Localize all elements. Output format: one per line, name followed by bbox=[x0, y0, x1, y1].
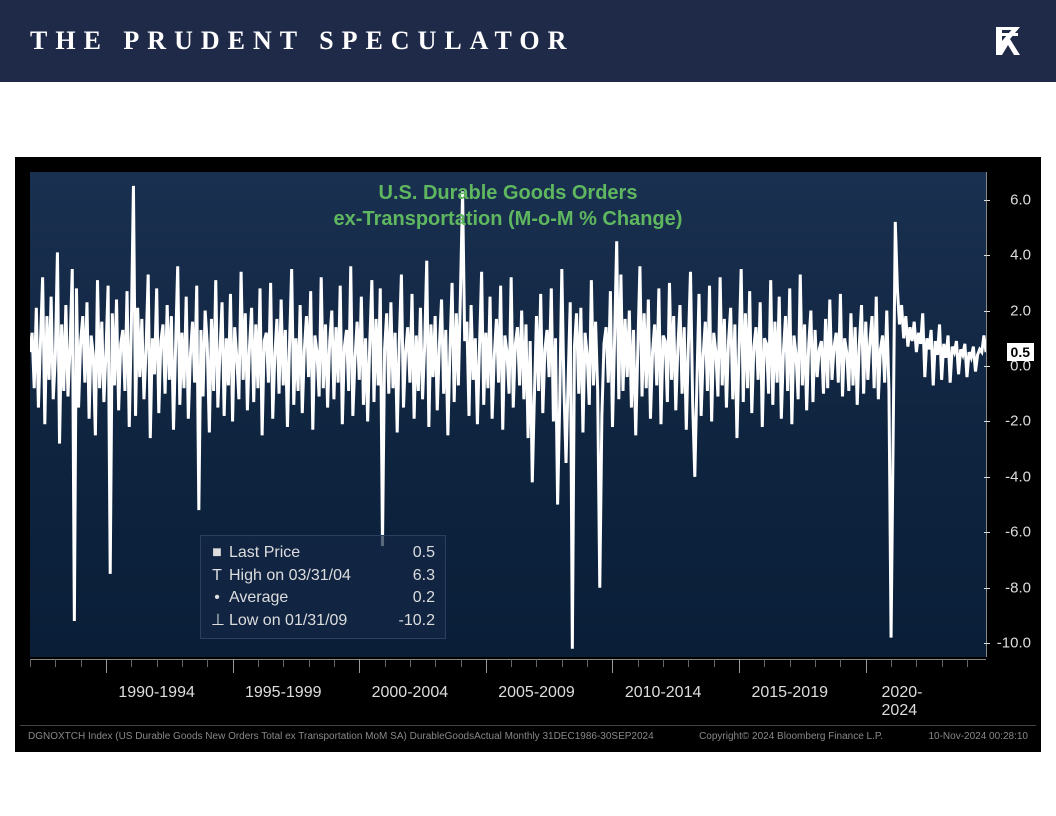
legend-row: ■ Last Price 0.5 bbox=[211, 542, 435, 564]
y-tick-label: 6.0 bbox=[1010, 191, 1031, 208]
legend-value: 0.2 bbox=[395, 587, 435, 609]
chart-container: U.S. Durable Goods Orders ex-Transportat… bbox=[15, 157, 1041, 752]
brand-title: THE PRUDENT SPECULATOR bbox=[30, 26, 574, 56]
x-group-label: 2010-2014 bbox=[625, 684, 702, 702]
line-series bbox=[30, 172, 986, 657]
chart-panel: U.S. Durable Goods Orders ex-Transportat… bbox=[20, 162, 1036, 747]
legend-value: 6.3 bbox=[395, 565, 435, 587]
chart-title: U.S. Durable Goods Orders ex-Transportat… bbox=[30, 180, 986, 232]
spacer bbox=[0, 82, 1056, 157]
y-axis: 6.04.02.00.0-2.0-4.0-6.0-8.0-10.00.5 bbox=[986, 172, 1036, 657]
chart-title-line2: ex-Transportation (M-o-M % Change) bbox=[334, 208, 683, 230]
legend-marker: ⊥ bbox=[211, 610, 223, 632]
y-tick-label: 4.0 bbox=[1010, 247, 1031, 264]
footer-left: DGNOXTCH Index (US Durable Goods New Ord… bbox=[28, 731, 654, 742]
legend-value: -10.2 bbox=[395, 610, 435, 632]
legend-box: ■ Last Price 0.5 T High on 03/31/04 6.3 • Avera… bbox=[200, 535, 446, 639]
y-tick-label: -6.0 bbox=[1005, 524, 1031, 541]
legend-value: 0.5 bbox=[395, 542, 435, 564]
legend-row: ⊥ Low on 01/31/09 -10.2 bbox=[211, 610, 435, 632]
x-group-label: 2000-2004 bbox=[372, 684, 449, 702]
chart-footer: DGNOXTCH Index (US Durable Goods New Ord… bbox=[20, 725, 1036, 747]
brand-logo-icon bbox=[990, 23, 1026, 59]
legend-marker: T bbox=[211, 565, 223, 587]
y-tick-label: -8.0 bbox=[1005, 579, 1031, 596]
y-tick-label: 2.0 bbox=[1010, 302, 1031, 319]
x-group-label: 2005-2009 bbox=[498, 684, 575, 702]
x-group-label: 2015-2019 bbox=[751, 684, 828, 702]
chart-title-line1: U.S. Durable Goods Orders bbox=[379, 182, 638, 204]
x-group-label: 1990-1994 bbox=[118, 684, 195, 702]
legend-marker: ■ bbox=[211, 542, 223, 564]
legend-label: Last Price bbox=[229, 542, 389, 564]
y-tick-label: -2.0 bbox=[1005, 413, 1031, 430]
plot-area: U.S. Durable Goods Orders ex-Transportat… bbox=[30, 172, 986, 657]
page-header: THE PRUDENT SPECULATOR bbox=[0, 0, 1056, 82]
footer-right: 10-Nov-2024 00:28:10 bbox=[928, 731, 1028, 742]
legend-marker: • bbox=[211, 587, 223, 609]
legend-label: High on 03/31/04 bbox=[229, 565, 389, 587]
y-tick-label: -4.0 bbox=[1005, 468, 1031, 485]
legend-label: Average bbox=[229, 587, 389, 609]
current-value-badge: 0.5 bbox=[1007, 343, 1034, 361]
legend-row: T High on 03/31/04 6.3 bbox=[211, 565, 435, 587]
legend-label: Low on 01/31/09 bbox=[229, 610, 389, 632]
y-tick-label: -10.0 bbox=[997, 635, 1031, 652]
footer-center: Copyright© 2024 Bloomberg Finance L.P. bbox=[699, 731, 883, 742]
x-axis: 1990-1994 1995-1999 2000-2004 2005-2009 2010… bbox=[30, 659, 986, 709]
x-group-label: 1995-1999 bbox=[245, 684, 322, 702]
legend-row: • Average 0.2 bbox=[211, 587, 435, 609]
x-group-label: 2020-2024 bbox=[882, 684, 952, 720]
